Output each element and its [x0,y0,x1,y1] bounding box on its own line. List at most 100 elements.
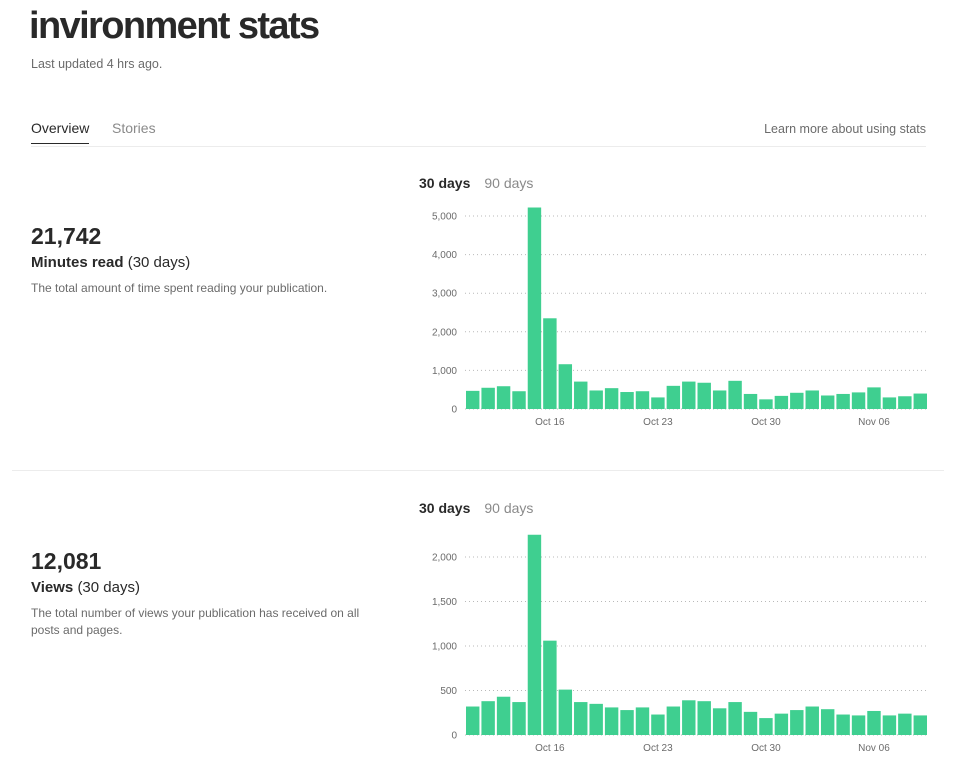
bar[interactable] [882,715,897,735]
bar[interactable] [774,395,789,409]
tab-bar: Overview Stories Learn more about using … [31,120,926,147]
bar[interactable] [527,534,542,735]
bar[interactable] [574,381,588,409]
bar[interactable] [913,393,927,409]
bar[interactable] [481,387,495,409]
x-tick-label: Oct 30 [751,417,781,428]
section-divider [12,470,944,471]
bar[interactable] [697,382,711,409]
page-title: invironment stats [29,5,320,47]
y-tick-label: 2,000 [432,327,457,338]
bar[interactable] [651,397,665,409]
views-range-toggle: 30 days 90 days [419,500,533,516]
y-tick-label: 3,000 [432,289,457,300]
bar[interactable] [728,702,742,735]
bar[interactable] [512,702,526,735]
views-range-30-days[interactable]: 30 days [419,500,471,516]
bar[interactable] [620,392,634,409]
views-range-90-days[interactable]: 90 days [484,500,534,516]
y-tick-label: 2,000 [432,553,457,564]
bar[interactable] [851,715,866,735]
bar[interactable] [651,714,665,735]
bar[interactable] [743,393,758,409]
bar[interactable] [527,207,542,409]
bar[interactable] [898,396,912,409]
tab-stories[interactable]: Stories [112,120,156,136]
bar[interactable] [712,390,727,409]
bar[interactable] [574,702,588,735]
bar[interactable] [558,364,573,409]
views-label-suffix: (30 days) [77,579,140,596]
bar[interactable] [759,399,773,409]
x-tick-label: Oct 16 [535,743,565,754]
bar[interactable] [666,385,681,409]
x-tick-label: Nov 06 [858,743,890,754]
bar[interactable] [543,640,557,735]
bar[interactable] [466,706,480,735]
bar[interactable] [882,397,897,409]
y-tick-label: 500 [440,686,457,697]
bar[interactable] [466,390,480,409]
bar[interactable] [682,700,696,735]
minutes-read-label-text: Minutes read [31,254,124,271]
y-tick-label: 1,000 [432,642,457,653]
bar[interactable] [620,710,634,735]
bar[interactable] [712,708,727,735]
tab-overview[interactable]: Overview [31,120,90,144]
bar[interactable] [496,696,511,735]
bar[interactable] [604,707,619,735]
views-summary: 12,081 Views (30 days) The total number … [31,547,391,639]
bar[interactable] [743,711,758,735]
bar[interactable] [836,393,850,409]
y-tick-label: 4,000 [432,250,457,261]
bar[interactable] [867,710,881,735]
bar[interactable] [913,715,927,735]
y-tick-label: 1,500 [432,597,457,608]
bar[interactable] [836,714,850,735]
minutes-read-range-90-days[interactable]: 90 days [484,175,534,191]
bar[interactable] [589,703,603,735]
minutes-read-chart: 0 1,000 2,000 3,000 4,000 5,000 Oct 16 Oct 23 Oc… [432,207,928,428]
bar[interactable] [589,390,603,409]
bar[interactable] [481,701,495,735]
bar[interactable] [682,381,696,409]
minutes-read-range-30-days[interactable]: 30 days [419,175,471,191]
y-tick-label: 1,000 [432,366,457,377]
x-tick-label: Oct 23 [643,417,673,428]
bar[interactable] [496,386,511,409]
bar[interactable] [512,391,526,409]
bar[interactable] [635,707,650,735]
bar[interactable] [790,392,804,409]
bar[interactable] [898,713,912,735]
bar[interactable] [805,706,819,735]
bar[interactable] [604,388,619,409]
bar[interactable] [790,710,804,735]
minutes-read-label: Minutes read (30 days) [31,252,391,274]
bar[interactable] [728,380,742,409]
bar[interactable] [820,709,835,735]
bar[interactable] [867,387,881,409]
bar[interactable] [697,701,711,735]
bar[interactable] [805,390,819,409]
bar[interactable] [820,395,835,409]
views-label: Views (30 days) [31,577,391,599]
learn-more-link[interactable]: Learn more about using stats [764,122,926,136]
bar[interactable] [635,391,650,409]
x-tick-label: Oct 30 [751,743,781,754]
y-tick-label: 5,000 [432,212,457,223]
minutes-read-summary: 21,742 Minutes read (30 days) The total … [31,222,391,297]
bar[interactable] [543,318,557,409]
views-label-text: Views [31,579,74,596]
minutes-read-range-toggle: 30 days 90 days [419,175,533,191]
minutes-read-label-suffix: (30 days) [127,254,191,271]
views-description: The total number of views your publicati… [31,606,360,637]
bar[interactable] [759,718,773,735]
bar[interactable] [666,706,681,735]
bar[interactable] [851,392,866,409]
bar[interactable] [774,713,789,735]
last-updated-text: Last updated 4 hrs ago. [31,57,163,71]
bar[interactable] [558,689,573,735]
views-value: 12,081 [31,548,102,574]
minutes-read-description: The total amount of time spent reading y… [31,281,328,295]
y-tick-label: 0 [451,405,457,416]
